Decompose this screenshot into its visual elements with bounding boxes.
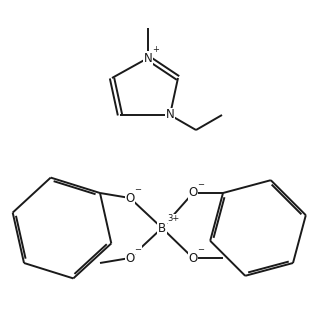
Text: O: O	[188, 186, 197, 199]
Text: −: −	[197, 180, 204, 189]
Text: O: O	[126, 252, 135, 265]
Text: 3+: 3+	[167, 214, 179, 223]
Text: O: O	[126, 191, 135, 204]
Text: +: +	[152, 45, 159, 54]
Text: N: N	[165, 108, 174, 121]
Text: B: B	[158, 222, 166, 234]
Text: −: −	[197, 245, 204, 254]
Text: −: −	[134, 245, 141, 254]
Text: −: −	[134, 185, 141, 194]
Text: N: N	[144, 52, 152, 65]
Text: O: O	[188, 252, 197, 265]
